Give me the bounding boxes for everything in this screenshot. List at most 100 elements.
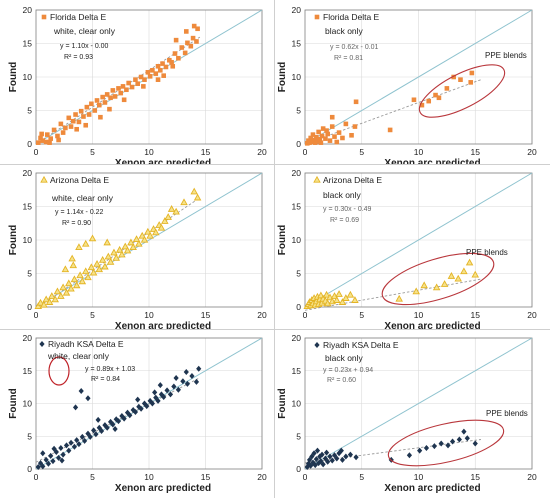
data-point — [318, 458, 324, 465]
y-tick-label: 0 — [296, 302, 301, 312]
outlier-ellipse — [48, 356, 70, 386]
data-point — [468, 80, 474, 85]
data-point — [35, 140, 41, 145]
data-point — [419, 102, 425, 108]
data-points — [304, 70, 475, 146]
data-point — [323, 136, 328, 141]
data-point — [110, 421, 116, 428]
data-point — [329, 124, 335, 129]
data-point — [351, 296, 359, 303]
y-tick-label: 20 — [292, 333, 302, 343]
data-point — [311, 137, 317, 143]
legend-label: Riyadh KSA Delta E — [323, 340, 399, 350]
y-tick-label: 20 — [23, 333, 33, 343]
x-tick-label: 5 — [359, 147, 364, 157]
data-point — [112, 426, 118, 433]
data-point — [95, 416, 101, 423]
r-squared-label: R² = 0.81 — [334, 55, 363, 62]
data-point — [133, 77, 138, 82]
data-point — [460, 267, 468, 275]
y-tick-label: 0 — [27, 302, 32, 312]
legend-label: Florida Delta E — [50, 12, 107, 22]
data-point — [346, 290, 355, 298]
data-point — [36, 298, 45, 306]
data-point — [93, 259, 101, 267]
data-point — [110, 88, 116, 93]
data-point — [343, 453, 349, 460]
data-point — [107, 106, 112, 112]
data-point — [123, 246, 132, 254]
trend-equation: y = 0.62x - 0.01 — [330, 44, 379, 51]
x-tick-label: 0 — [303, 472, 308, 482]
trend-line — [304, 278, 482, 311]
y-tick-label: 5 — [296, 269, 301, 279]
data-point — [431, 443, 437, 450]
data-point — [71, 443, 78, 450]
data-point — [353, 99, 359, 105]
plot-frame — [304, 172, 533, 308]
data-point — [40, 450, 46, 457]
data-point — [451, 74, 456, 80]
y-tick-label: 15 — [23, 202, 33, 212]
data-point — [461, 428, 467, 435]
data-point — [138, 74, 144, 80]
chart-florida-black: 0 5 10 15 20 0 5 10 15 20 Xenon arc predicted Found… — [277, 5, 537, 164]
data-point — [412, 287, 420, 295]
x-tick-label: 15 — [471, 310, 481, 320]
data-point — [144, 227, 152, 235]
x-tick-label: 20 — [257, 147, 267, 157]
data-point — [73, 112, 78, 117]
x-tick-label: 5 — [90, 310, 95, 320]
x-tick-label: 0 — [34, 147, 39, 157]
data-point — [61, 265, 70, 273]
data-point — [86, 112, 92, 117]
data-point — [40, 463, 46, 470]
data-point — [138, 231, 146, 239]
row-divider-2 — [0, 329, 550, 330]
data-point — [60, 130, 66, 135]
data-point — [310, 132, 316, 137]
data-point — [107, 418, 114, 425]
r-squared-label: R² = 0.60 — [327, 377, 356, 384]
data-point — [138, 405, 144, 412]
data-point — [195, 26, 200, 32]
data-point — [140, 235, 149, 243]
data-point — [112, 253, 120, 261]
ppe-blends-ellipse — [381, 252, 495, 306]
data-point — [118, 90, 124, 96]
panel-riyadh-white: 0 5 10 15 20 0 5 10 15 20 Xenon arc predicted Found… — [0, 330, 274, 498]
identity-line — [304, 337, 533, 470]
data-point — [81, 267, 90, 275]
data-point — [59, 457, 65, 464]
r-squared-label: R² = 0.69 — [330, 217, 359, 224]
data-point — [76, 271, 84, 279]
data-point — [352, 124, 358, 129]
data-point — [104, 92, 110, 97]
data-point — [132, 235, 141, 242]
y-axis-label: Found — [8, 388, 19, 419]
subset-label: black only — [325, 353, 364, 363]
y-tick-label: 10 — [292, 72, 302, 82]
data-points — [34, 187, 202, 309]
data-point — [152, 228, 160, 236]
data-point — [310, 459, 316, 466]
data-point — [339, 456, 346, 463]
data-point — [51, 295, 59, 303]
data-point — [92, 108, 98, 113]
data-point — [48, 452, 54, 459]
data-point — [155, 77, 161, 82]
trend-equation: y = 0.30x - 0.49 — [323, 206, 372, 213]
data-point — [309, 453, 315, 460]
data-point — [164, 387, 170, 394]
data-point — [135, 81, 140, 86]
data-point — [193, 378, 200, 385]
data-point — [95, 265, 104, 273]
data-point — [445, 442, 451, 449]
data-point — [469, 70, 475, 76]
x-tick-label: 20 — [527, 310, 537, 320]
data-point — [66, 447, 72, 454]
data-point — [121, 415, 127, 422]
subset-label: white, clear only — [47, 351, 110, 361]
data-point — [417, 447, 423, 454]
data-point — [316, 460, 322, 467]
